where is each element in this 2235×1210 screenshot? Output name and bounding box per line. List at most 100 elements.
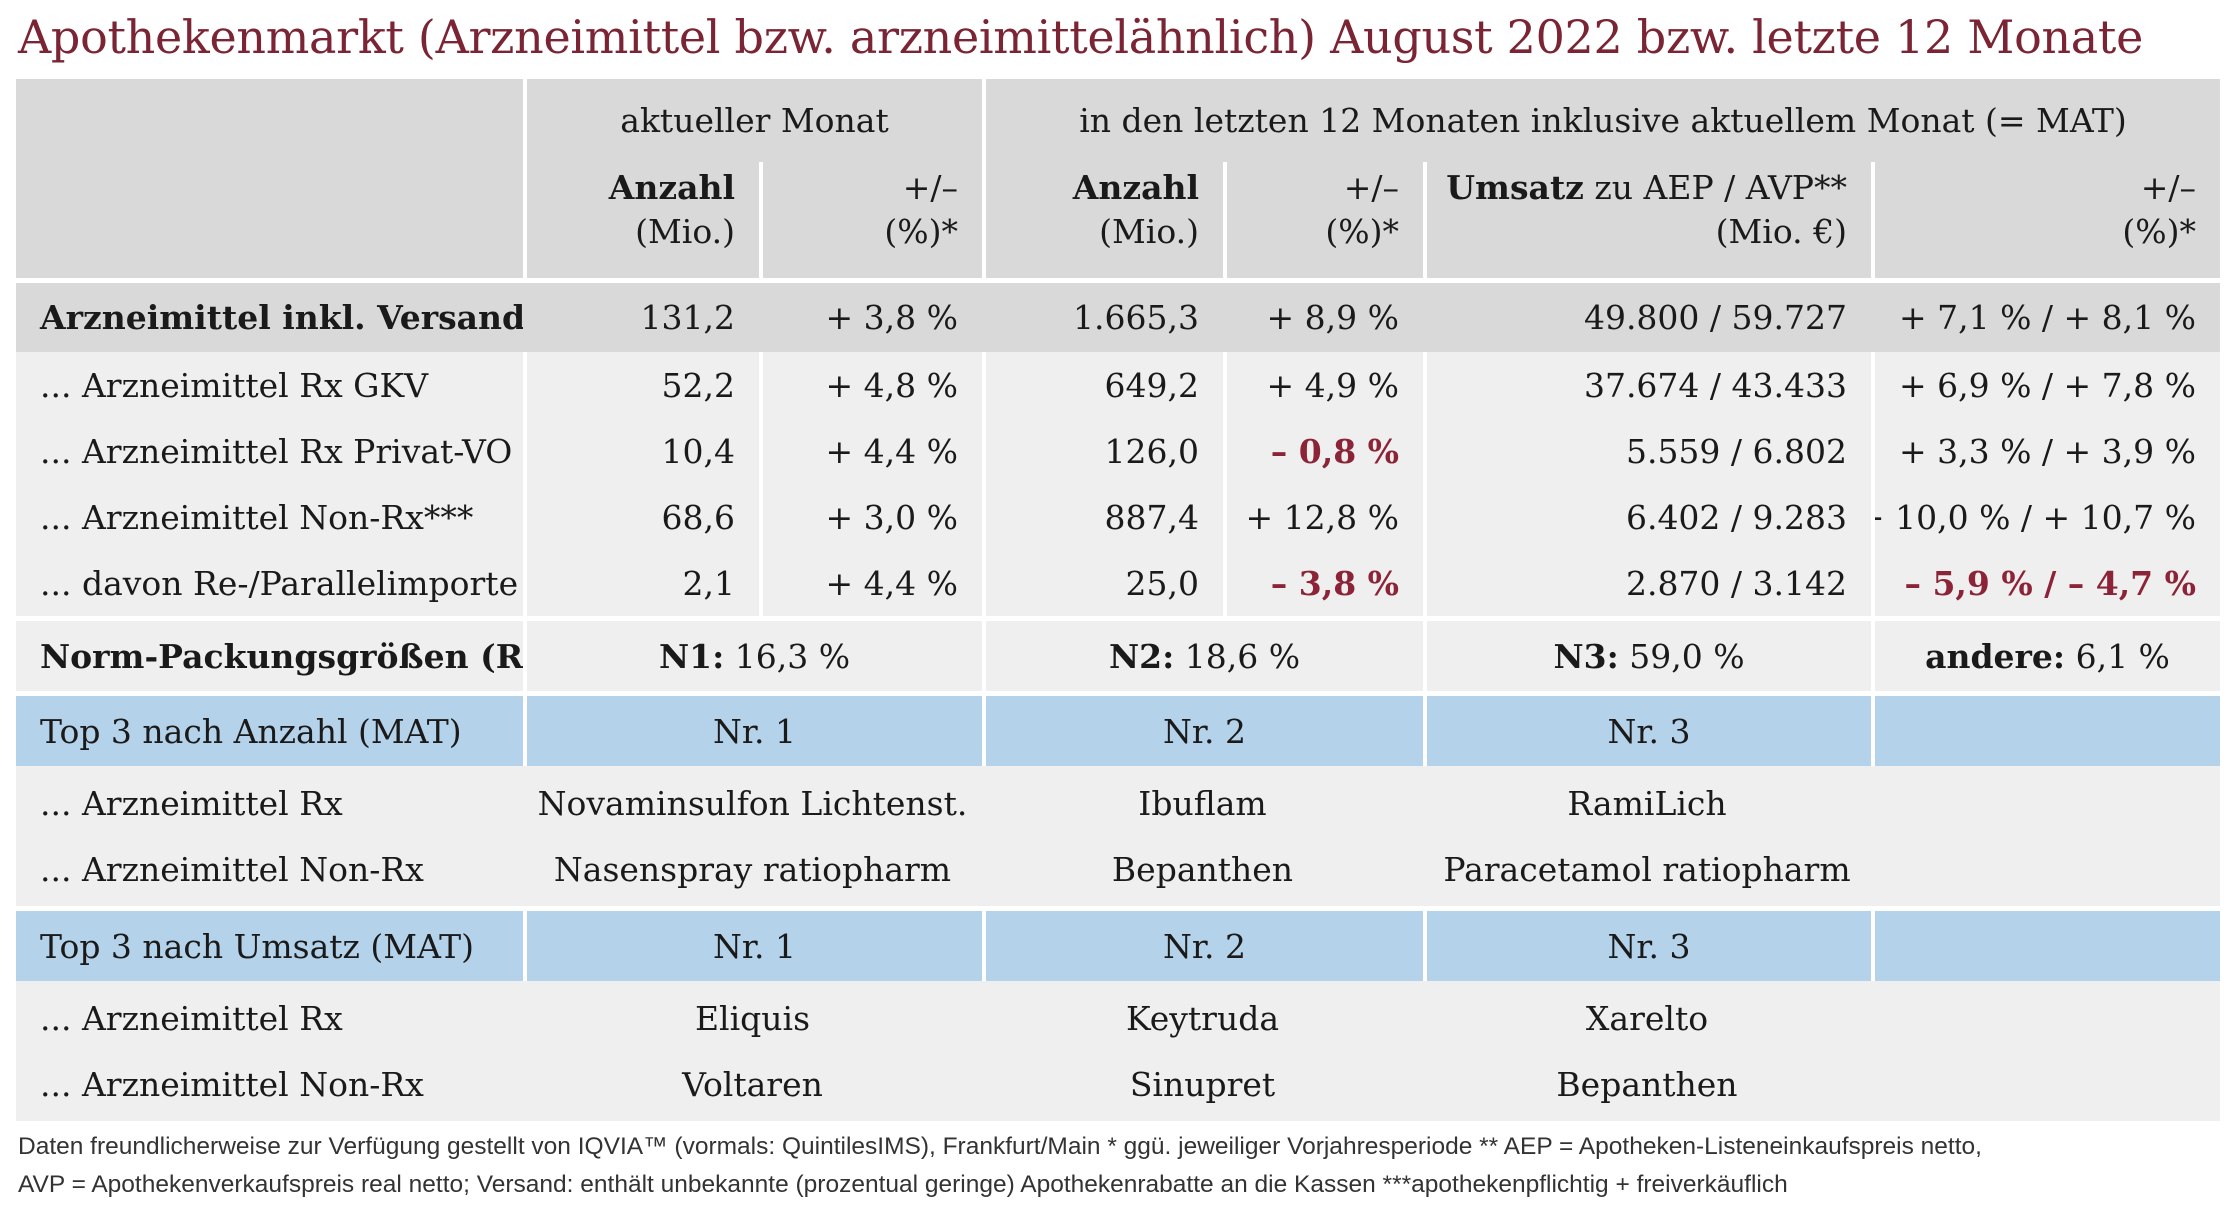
row-label: ... davon Re-/Parallelimporte — [40, 563, 519, 603]
rank-empty — [1871, 911, 2220, 981]
footnote-line-1: Daten freundlicherweise zur Verfügung ge… — [18, 1133, 1982, 1160]
cell-change-mat: + 12,8 % — [1223, 484, 1423, 550]
table-row: ... Arzneimittel Rx GKV 52,2 + 4,8 % 649… — [16, 352, 2220, 418]
top-anzahl-block: ... Arzneimittel Rx Novaminsulfon Lichte… — [16, 766, 2220, 906]
norm-n2: N2: 18,6 % — [982, 621, 1423, 691]
cell-umsatz: 5.559 / 6.802 — [1423, 418, 1871, 484]
header-col-title-rest: zu AEP / AVP** — [1583, 168, 1847, 207]
top-anzahl-nonrx-3: Paracetamol ratiopharm — [1443, 849, 1851, 889]
top-umsatz-rx-3: Xarelto — [1585, 998, 1709, 1038]
cell-change-umsatz: + 10,0 % / + 10,7 % — [1871, 484, 2220, 550]
cell-umsatz: 6.402 / 9.283 — [1423, 484, 1871, 550]
cell-anzahl-mat: 1.665,3 — [1073, 298, 1199, 337]
header-col-unit: (Mio. €) — [1715, 212, 1847, 251]
header-col-title: +/– — [1343, 168, 1399, 207]
norm-n3-value: 59,0 % — [1618, 636, 1745, 676]
top-umsatz-block: ... Arzneimittel Rx Eliquis Keytruda Xar… — [16, 981, 2220, 1121]
top-umsatz-nonrx-1: Voltaren — [682, 1064, 823, 1104]
row-label: ... Arzneimittel Rx GKV — [40, 365, 429, 405]
row-label: ... Arzneimittel Rx — [40, 783, 343, 823]
top-umsatz-label: Top 3 nach Umsatz (MAT) — [40, 926, 474, 966]
norm-n3-label: N3: — [1553, 636, 1619, 676]
norm-sizes-row: Norm-Packungsgrößen (Rx) N1: 16,3 % N2: … — [16, 621, 2220, 691]
cell-anzahl-mat: 126,0 — [982, 418, 1223, 484]
header-col-title: Umsatz — [1446, 168, 1584, 207]
row-label: ... Arzneimittel Rx Privat-VO — [40, 431, 513, 471]
market-table: aktueller Monat in den letzten 12 Monate… — [16, 79, 2220, 1121]
header-empty-cell — [16, 79, 523, 162]
norm-label: Norm-Packungsgrößen (Rx) — [40, 636, 523, 676]
table-row: ... Arzneimittel Non-Rx Nasenspray ratio… — [16, 836, 2220, 902]
header-col-unit: (%)* — [884, 212, 958, 251]
header-col-change-month: +/– (%)* — [759, 162, 982, 278]
table-row: ... Arzneimittel Non-Rx*** 68,6 + 3,0 % … — [16, 484, 2220, 550]
header-col-anzahl-month: Anzahl (Mio.) — [523, 162, 759, 278]
norm-other-label: andere: — [1925, 636, 2066, 676]
norm-n3: N3: 59,0 % — [1423, 621, 1871, 691]
top-umsatz-nonrx-2: Sinupret — [1129, 1064, 1276, 1104]
table-header-column-row: Anzahl (Mio.) +/– (%)* Anzahl (Mio.) +/– (%)… — [16, 162, 2220, 278]
footnote: Daten freundlicherweise zur Verfügung ge… — [18, 1128, 1982, 1204]
cell-change-month: + 3,8 % — [825, 298, 958, 337]
header-col-change-mat: +/– (%)* — [1223, 162, 1423, 278]
cell-change-mat: – 3,8 % — [1223, 550, 1423, 616]
norm-n2-label: N2: — [1108, 636, 1175, 676]
table-header-group-row: aktueller Monat in den letzten 12 Monate… — [16, 79, 2220, 162]
cell-change-umsatz: + 7,1 % / + 8,1 % — [1898, 298, 2196, 337]
header-empty-cell — [16, 162, 523, 278]
norm-other: andere: 6,1 % — [1871, 621, 2220, 691]
header-col-unit: (%)* — [1325, 212, 1399, 251]
top-umsatz-rx-1: Eliquis — [694, 998, 811, 1038]
table-row: ... Arzneimittel Rx Eliquis Keytruda Xar… — [16, 985, 2220, 1051]
top-anzahl-header: Top 3 nach Anzahl (MAT) Nr. 1 Nr. 2 Nr. … — [16, 696, 2220, 766]
cell-change-umsatz: – 5,9 % / – 4,7 % — [1871, 550, 2220, 616]
top-anzahl-label: Top 3 nach Anzahl (MAT) — [40, 711, 462, 751]
top-anzahl-nonrx-2: Bepanthen — [1111, 849, 1294, 889]
header-col-title: Anzahl — [608, 168, 735, 207]
top-anzahl-rx-1: Novaminsulfon Lichtenst. — [537, 783, 968, 823]
header-mat: in den letzten 12 Monaten inklusive aktu… — [982, 79, 2220, 162]
cell-anzahl-mat: 887,4 — [982, 484, 1223, 550]
header-col-title: +/– — [902, 168, 958, 207]
rank-empty — [1871, 696, 2220, 766]
cell-anzahl-mat: 649,2 — [982, 352, 1223, 418]
cell-change-mat: – 0,8 % — [1223, 418, 1423, 484]
top-umsatz-header: Top 3 nach Umsatz (MAT) Nr. 1 Nr. 2 Nr. … — [16, 911, 2220, 981]
page-title: Apothekenmarkt (Arzneimittel bzw. arznei… — [18, 10, 2144, 64]
header-col-unit: (Mio.) — [635, 212, 735, 251]
cell-anzahl-month: 131,2 — [640, 298, 735, 337]
row-label: ... Arzneimittel Non-Rx*** — [40, 497, 474, 537]
cell-change-umsatz: + 3,3 % / + 3,9 % — [1871, 418, 2220, 484]
cell-change-month: + 3,0 % — [759, 484, 982, 550]
cell-umsatz: 2.870 / 3.142 — [1423, 550, 1871, 616]
cell-change-month: + 4,4 % — [759, 550, 982, 616]
header-col-anzahl-mat: Anzahl (Mio.) — [982, 162, 1223, 278]
row-label: ... Arzneimittel Non-Rx — [40, 1064, 424, 1104]
top-anzahl-nonrx-1: Nasenspray ratiopharm — [553, 849, 952, 889]
row-label: ... Arzneimittel Rx — [40, 998, 343, 1038]
top-anzahl-rx-3: RamiLich — [1567, 783, 1727, 823]
header-col-unit: (Mio.) — [1099, 212, 1199, 251]
table-row: ... Arzneimittel Non-Rx Voltaren Sinupre… — [16, 1051, 2220, 1117]
table-row: Arzneimittel inkl. Versand 131,2 + 3,8 %… — [16, 283, 2220, 352]
header-col-change-umsatz: +/– (%)* — [1871, 162, 2220, 278]
cell-umsatz: 49.800 / 59.727 — [1583, 298, 1847, 337]
norm-n1-label: N1: — [658, 636, 725, 676]
rank-2: Nr. 2 — [982, 696, 1423, 766]
header-col-title: +/– — [2140, 168, 2196, 207]
row-label: ... Arzneimittel Non-Rx — [40, 849, 424, 889]
header-col-umsatz: Umsatz zu AEP / AVP** (Mio. €) — [1423, 162, 1871, 278]
top-umsatz-rx-2: Keytruda — [1125, 998, 1280, 1038]
table-row: ... davon Re-/Parallelimporte 2,1 + 4,4 … — [16, 550, 2220, 616]
rank-1: Nr. 1 — [523, 911, 982, 981]
cell-anzahl-mat: 25,0 — [982, 550, 1223, 616]
header-current-month: aktueller Monat — [523, 79, 982, 162]
top-umsatz-nonrx-3: Bepanthen — [1556, 1064, 1738, 1104]
table-row: ... Arzneimittel Rx Privat-VO 10,4 + 4,4… — [16, 418, 2220, 484]
norm-n1-value: 16,3 % — [724, 636, 851, 676]
cell-change-month: + 4,8 % — [759, 352, 982, 418]
cell-anzahl-month: 68,6 — [523, 484, 759, 550]
norm-n2-value: 18,6 % — [1174, 636, 1301, 676]
header-col-title: Anzahl — [1072, 168, 1199, 207]
footnote-line-2: AVP = Apothekenverkaufspreis real netto;… — [18, 1171, 1788, 1198]
